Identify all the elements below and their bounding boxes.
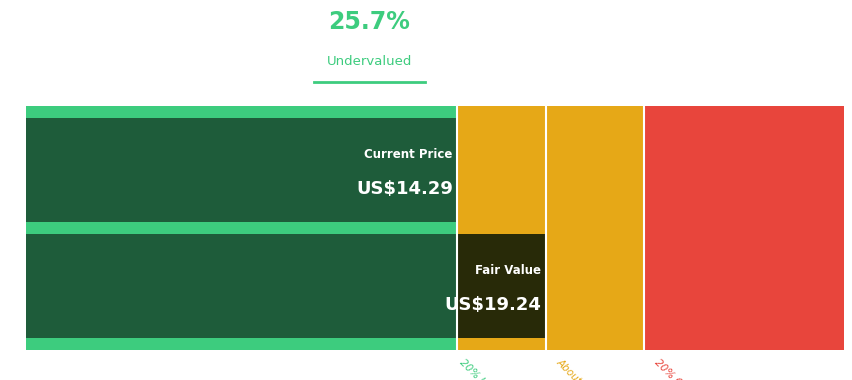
Text: 20% Undervalued: 20% Undervalued: [457, 357, 529, 380]
Bar: [545, 106, 643, 350]
Text: US$19.24: US$19.24: [444, 296, 541, 313]
Text: 20% Overvalued: 20% Overvalued: [652, 357, 720, 380]
Bar: [26, 106, 457, 350]
Text: Undervalued: Undervalued: [326, 55, 412, 68]
Bar: [643, 106, 843, 350]
Text: About Right: About Right: [554, 357, 604, 380]
Text: Current Price: Current Price: [364, 148, 452, 161]
Text: US$14.29: US$14.29: [355, 180, 452, 198]
Text: 25.7%: 25.7%: [328, 10, 410, 34]
Bar: [457, 234, 545, 338]
Bar: [457, 106, 545, 350]
Bar: [26, 234, 545, 338]
Bar: [26, 118, 457, 222]
Text: Fair Value: Fair Value: [475, 264, 541, 277]
